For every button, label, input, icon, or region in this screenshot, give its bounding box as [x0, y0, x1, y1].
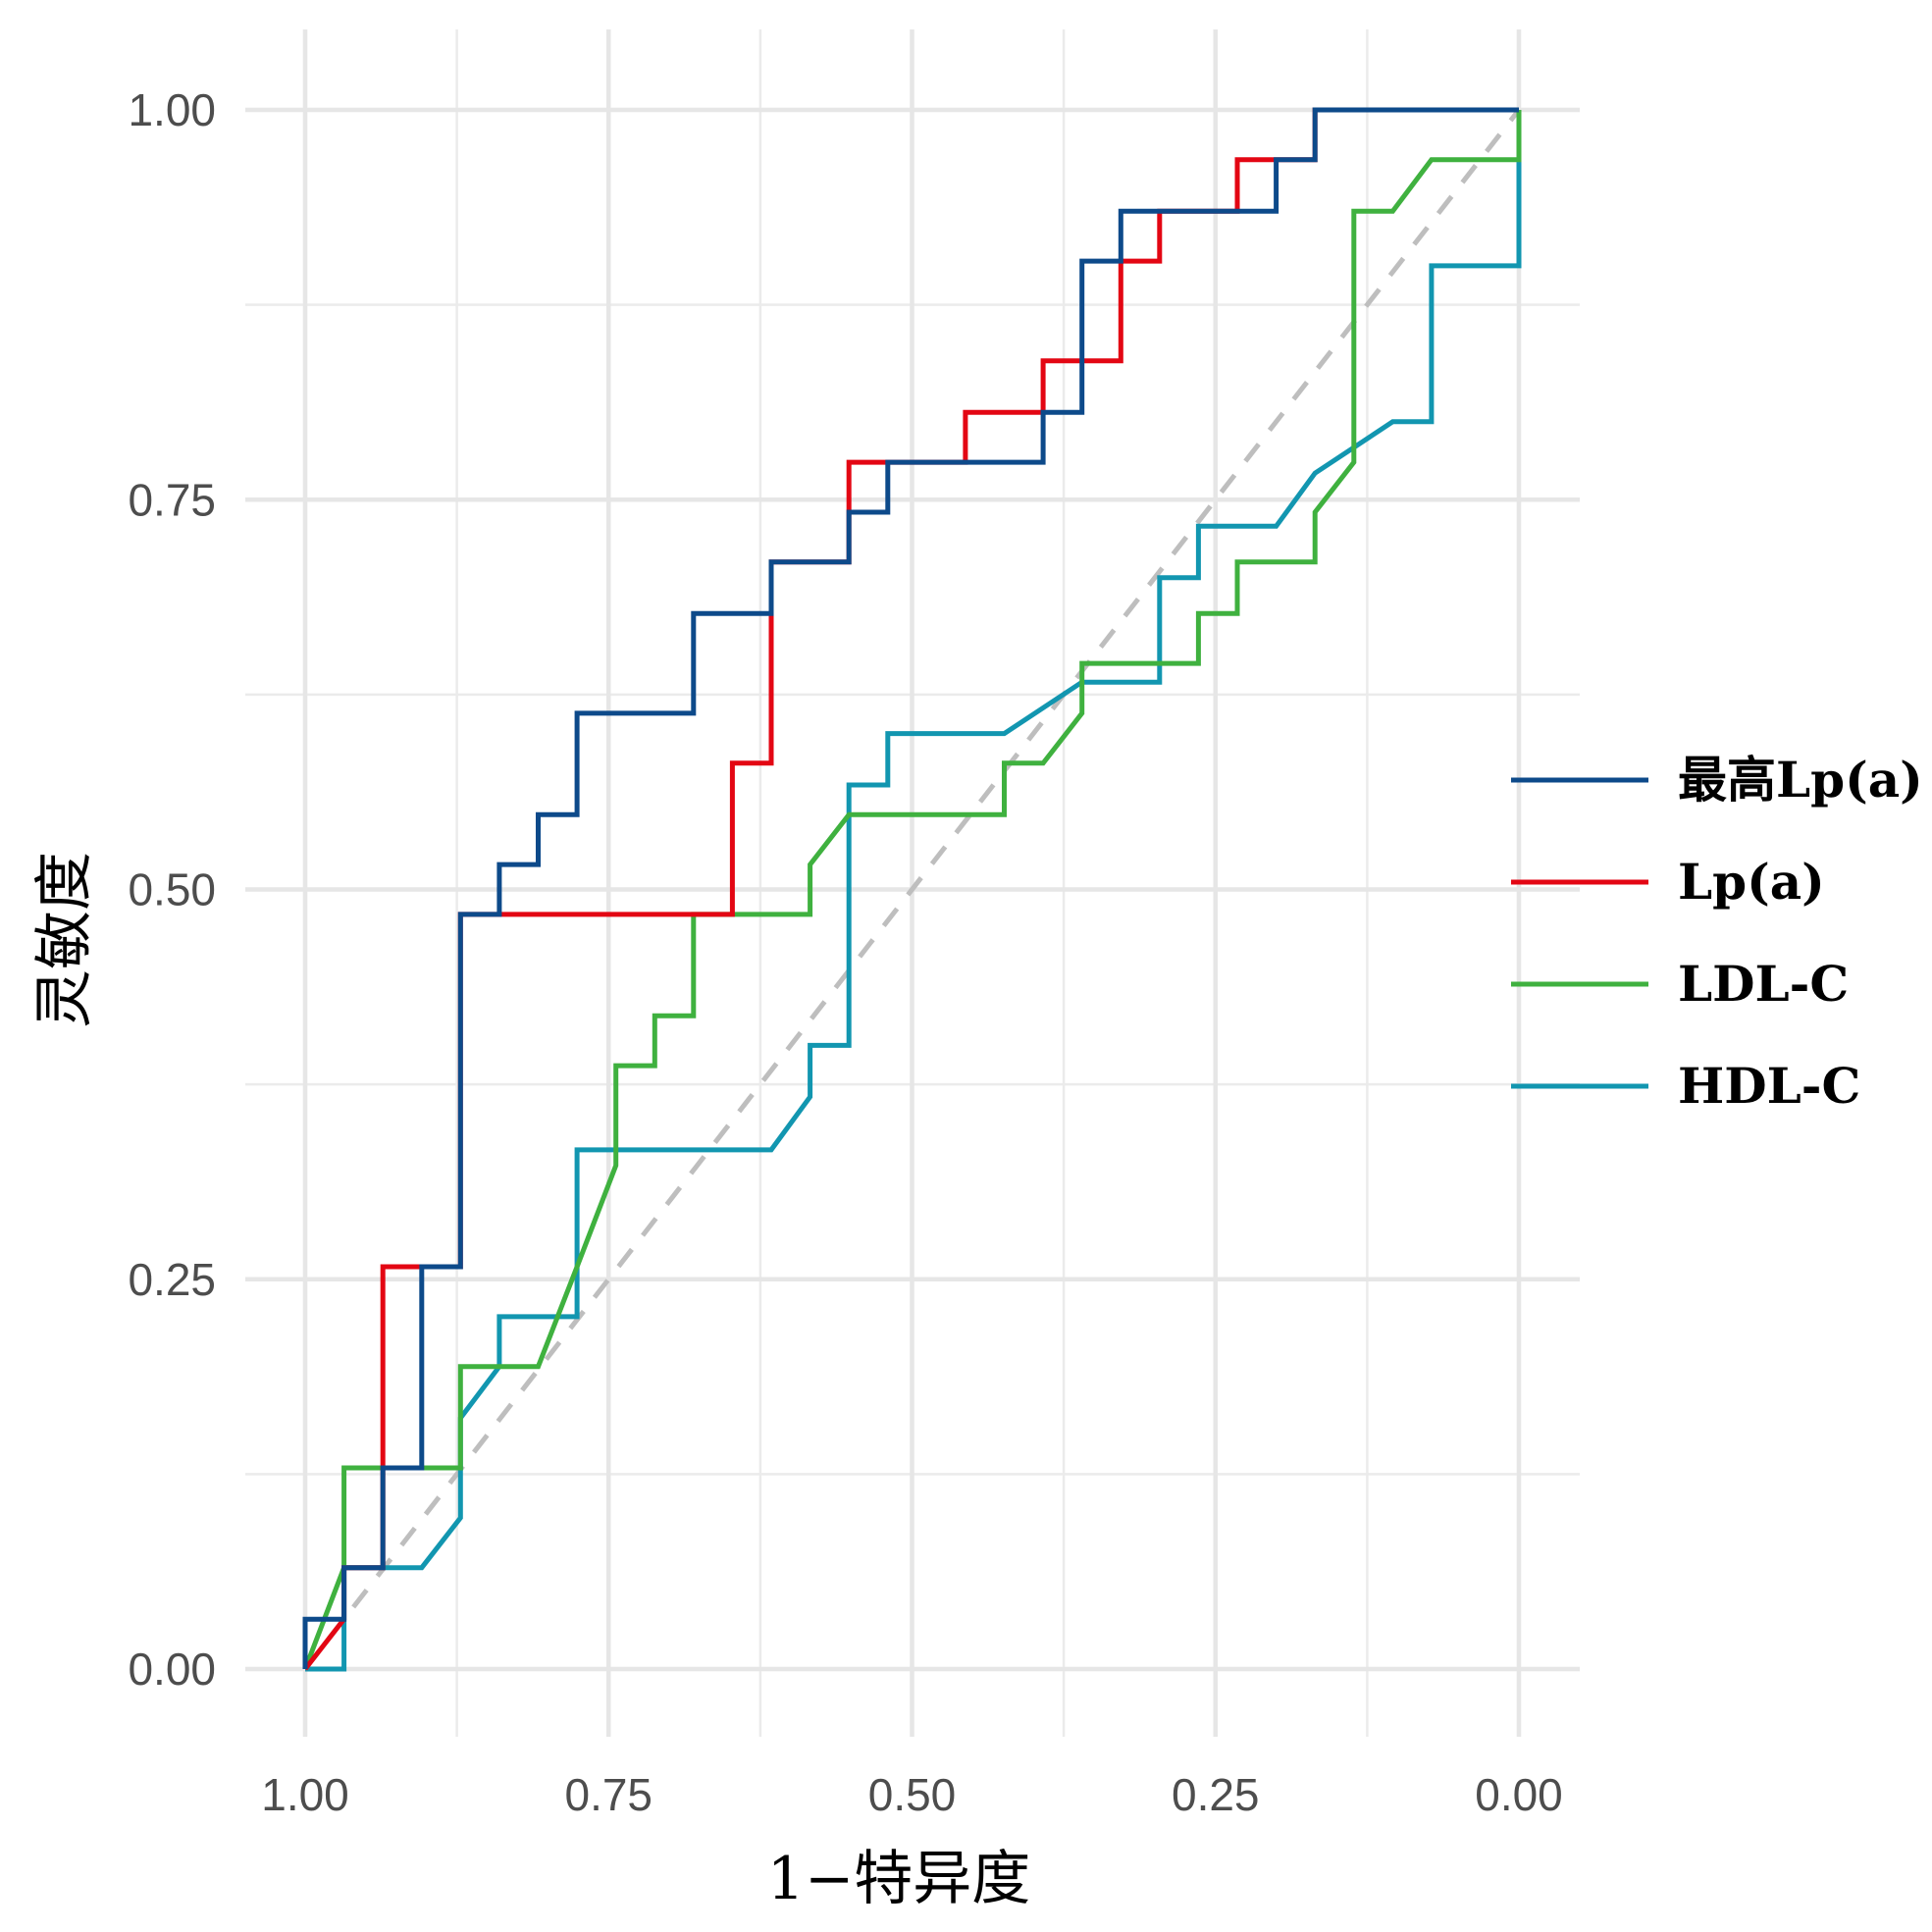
legend: 最高Lp(a) Lp(a) LDL-C HDL-C	[1511, 751, 1923, 1115]
y-tick-label: 0.50	[128, 864, 216, 915]
legend-label: LDL-C	[1678, 955, 1849, 1013]
x-axis-tick-labels: 1.00 0.75 0.50 0.25 0.00	[261, 1769, 1563, 1820]
y-tick-label: 0.00	[128, 1644, 216, 1695]
y-axis-tick-labels: 0.00 0.25 0.50 0.75 1.00	[128, 84, 216, 1695]
major-grid	[245, 29, 1580, 1737]
x-tick-label: 0.50	[868, 1769, 957, 1820]
x-tick-label: 0.25	[1172, 1769, 1260, 1820]
legend-label: 最高Lp(a)	[1678, 751, 1923, 809]
x-tick-label: 0.75	[564, 1769, 653, 1820]
x-tick-label: 1.00	[261, 1769, 349, 1820]
roc-curves	[302, 107, 1522, 1672]
x-axis-title: 1−特异度	[767, 1845, 1030, 1913]
y-tick-label: 0.25	[128, 1254, 216, 1305]
y-tick-label: 0.75	[128, 474, 216, 525]
roc-curve-lp-a	[302, 107, 1519, 1669]
y-tick-label: 1.00	[128, 84, 216, 135]
legend-label: HDL-C	[1678, 1057, 1860, 1115]
reference-diagonal-line	[303, 108, 1521, 1671]
x-tick-label: 0.00	[1475, 1769, 1563, 1820]
roc-curve-ldl-c	[302, 110, 1522, 1670]
y-axis-title: 灵敏度	[30, 852, 99, 1028]
legend-label: Lp(a)	[1678, 853, 1825, 911]
